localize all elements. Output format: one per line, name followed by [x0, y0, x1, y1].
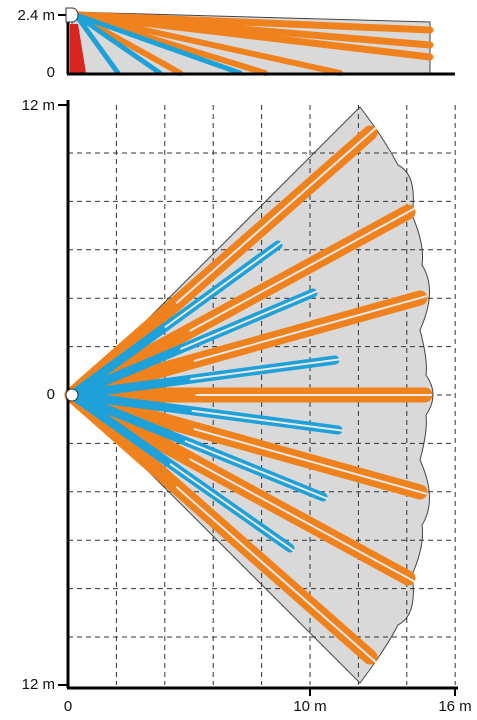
beam-gap [164, 241, 283, 329]
side-view [70, 11, 434, 76]
sensor [65, 388, 79, 402]
beam-gap [189, 458, 416, 583]
beam-gap [175, 485, 377, 663]
y-label: 2.4 m [17, 7, 55, 24]
beam-gap [169, 463, 295, 552]
beam [72, 11, 434, 61]
beam-gap [175, 127, 377, 305]
y-label: 12 m [22, 676, 55, 693]
y-label: 0 [47, 386, 55, 403]
beam [73, 12, 163, 76]
y-label: 0 [47, 64, 55, 81]
beam-gap [180, 290, 319, 351]
x-label: 16 m [438, 698, 471, 715]
beam [73, 12, 121, 76]
beam-gap [190, 358, 341, 381]
x-label: 0 [64, 698, 72, 715]
beam-gap [193, 427, 428, 495]
beam-gap [184, 439, 329, 500]
creep-zone [70, 24, 86, 73]
beam [73, 12, 243, 76]
beam-gap [193, 295, 428, 363]
x-label: 10 m [293, 698, 326, 715]
beams [64, 125, 433, 665]
sensor [65, 7, 79, 23]
beam [73, 12, 343, 76]
beam-gap [189, 207, 416, 332]
y-label: 12 m [22, 97, 55, 114]
beam-gap [191, 409, 344, 432]
